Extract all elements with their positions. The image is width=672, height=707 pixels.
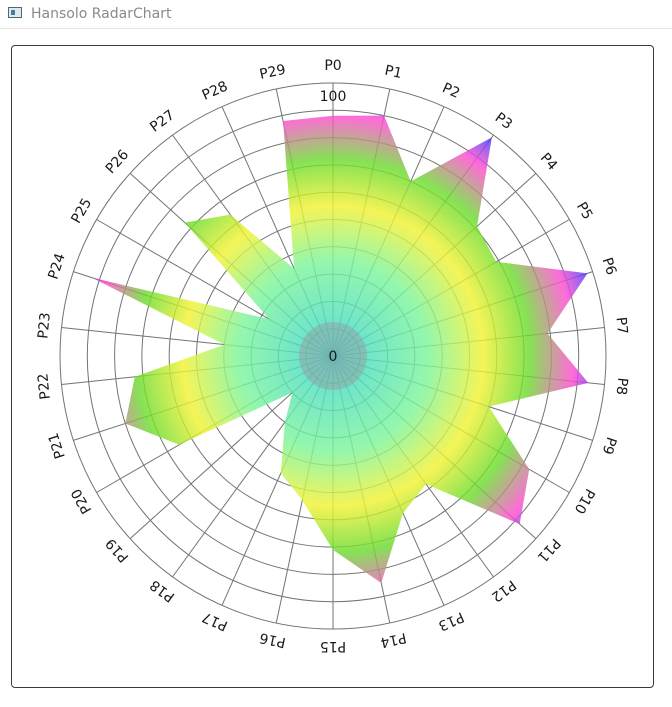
category-label-P21: P21 — [46, 431, 69, 461]
category-label-P22: P22 — [35, 372, 54, 400]
category-label-P11: P11 — [534, 535, 563, 565]
category-label-P16: P16 — [258, 629, 287, 650]
category-label-P24: P24 — [46, 251, 69, 281]
category-label-P7: P7 — [613, 316, 631, 335]
category-label-P5: P5 — [573, 199, 596, 222]
category-label-P23: P23 — [35, 312, 54, 340]
category-label-P19: P19 — [103, 535, 132, 565]
category-label-P17: P17 — [200, 608, 231, 633]
category-label-P6: P6 — [599, 256, 620, 278]
category-label-P18: P18 — [147, 576, 178, 604]
category-label-P10: P10 — [571, 486, 598, 517]
category-label-P8: P8 — [613, 377, 631, 396]
category-label-P15: P15 — [320, 638, 346, 654]
window-title: Hansolo RadarChart — [31, 6, 172, 22]
category-label-P0: P0 — [324, 58, 341, 74]
category-label-P3: P3 — [492, 110, 515, 133]
category-label-P20: P20 — [68, 486, 95, 517]
category-label-P14: P14 — [379, 629, 408, 650]
category-label-P25: P25 — [68, 196, 95, 227]
app-window-icon — [8, 7, 22, 18]
category-label-P2: P2 — [440, 80, 462, 102]
category-label-P13: P13 — [436, 608, 467, 633]
category-label-P29: P29 — [258, 62, 287, 83]
window-titlebar: Hansolo RadarChart — [0, 0, 672, 29]
tick-label-min: 0 — [329, 349, 338, 365]
category-label-P12: P12 — [488, 576, 519, 604]
category-label-P26: P26 — [103, 147, 133, 177]
series-area — [91, 115, 589, 583]
category-label-P27: P27 — [147, 107, 178, 135]
tick-label-max: 100 — [320, 89, 347, 105]
category-label-P4: P4 — [537, 150, 561, 174]
category-label-P28: P28 — [200, 78, 231, 103]
category-label-P9: P9 — [599, 435, 620, 456]
category-label-P1: P1 — [383, 63, 403, 82]
center-marker — [299, 322, 367, 390]
